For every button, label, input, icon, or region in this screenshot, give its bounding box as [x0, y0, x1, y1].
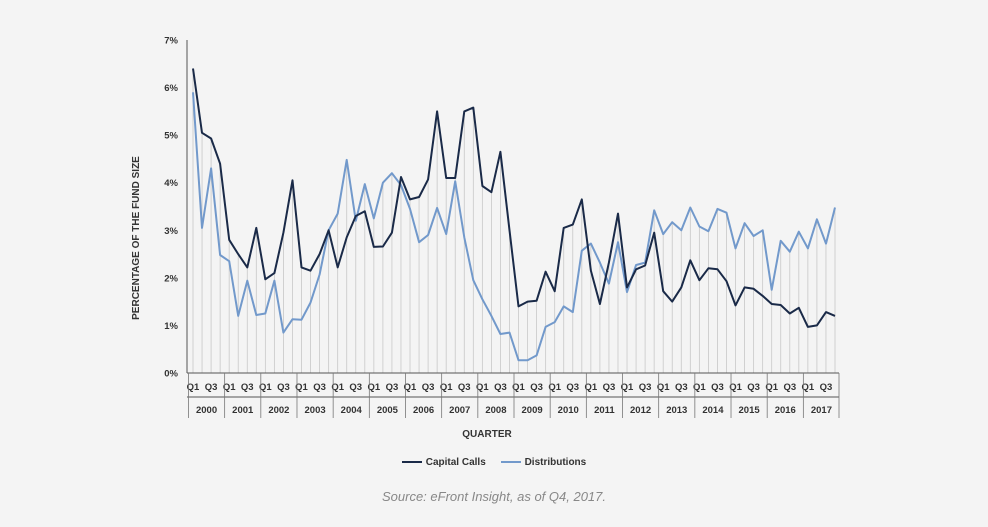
x-tick-label: Q1	[259, 382, 272, 393]
x-tick-label: Q1	[802, 382, 815, 393]
x-tick-label: Q3	[711, 382, 724, 393]
x-axis-title: QUARTER	[462, 429, 512, 440]
x-tick-label: Q1	[223, 382, 236, 393]
capital-calls-swatch	[401, 461, 422, 463]
x-tick-label: Q3	[747, 382, 760, 393]
x-tick-label: Q3	[205, 382, 218, 393]
x-year-label: 2009	[522, 405, 543, 416]
x-year-label: 2001	[232, 405, 254, 416]
x-tick-label: Q1	[765, 382, 778, 393]
x-tick-label: Q3	[313, 382, 326, 393]
x-tick-label: Q3	[386, 382, 399, 393]
y-tick-label: 3%	[164, 226, 178, 237]
x-tick-label: Q1	[585, 382, 598, 393]
y-tick-label: 5%	[164, 131, 178, 142]
legend-item-distributions: Distributions	[500, 456, 587, 468]
x-tick-label: Q1	[621, 382, 634, 393]
x-year-label: 2002	[268, 405, 289, 416]
x-tick-label: Q3	[675, 382, 688, 393]
x-axis: Q1 Q3 Q1 Q3 Q1 Q3 Q1 Q3 Q1 Q3 Q1 Q3 Q1 Q3 Q1 Q3 Q1 Q3 Q1 Q3…	[187, 372, 840, 418]
x-tick-label: Q3	[494, 382, 507, 393]
x-year-label: 2006	[413, 405, 434, 416]
x-tick-label: Q3	[603, 382, 616, 393]
x-tick-label: Q1	[404, 382, 417, 393]
y-tick-label: 2%	[164, 273, 178, 284]
x-year-label: 2000	[196, 405, 217, 416]
y-axis-title: PERCENTAGE OF THE FUND SIZE	[131, 156, 142, 320]
x-tick-label: Q3	[530, 382, 543, 393]
x-tick-label: Q3	[349, 382, 362, 393]
legend-label-capital-calls: Capital Calls	[425, 456, 486, 468]
x-tick-label: Q3	[458, 382, 471, 393]
x-year-label: 2007	[449, 405, 470, 416]
x-tick-label: Q3	[566, 382, 579, 393]
x-tick-label: Q1	[548, 382, 561, 393]
x-tick-label: Q1	[729, 382, 742, 393]
x-year-label: 2003	[305, 405, 326, 416]
x-tick-label: Q1	[187, 382, 200, 393]
y-tick-label: 1%	[164, 321, 178, 332]
legend-label-distributions: Distributions	[524, 456, 587, 468]
y-tick-label: 7%	[164, 36, 178, 47]
x-tick-label: Q1	[476, 382, 489, 393]
x-year-label: 2011	[594, 405, 615, 416]
x-year-label: 2008	[485, 405, 506, 416]
legend: Capital Calls Distributions	[0, 455, 988, 468]
y-axis-ticks: 0% 1% 2% 3% 4% 5% 6% 7%	[164, 36, 188, 380]
x-year-label: 2014	[702, 405, 724, 416]
x-tick-label: Q1	[512, 382, 525, 393]
distributions-swatch	[500, 461, 521, 463]
x-tick-label: Q1	[368, 382, 381, 393]
x-tick-label: Q1	[331, 382, 344, 393]
x-tick-label: Q3	[241, 382, 254, 393]
x-year-label: 2010	[558, 405, 579, 416]
x-tick-label: Q3	[820, 382, 833, 393]
x-year-label: 2013	[666, 405, 687, 416]
y-tick-label: 6%	[164, 83, 178, 94]
x-year-label: 2005	[377, 405, 399, 416]
y-tick-label: 4%	[164, 178, 178, 189]
series-line-distributions	[192, 92, 836, 362]
x-tick-label: Q3	[639, 382, 652, 393]
y-tick-label: 0%	[164, 369, 178, 380]
line-chart: 0%1%2%3%4%5%6%7% Q1 Q3 Q1 Q3 Q1 Q3 Q1 Q3 Q1 Q3 Q1 Q…	[131, 36, 840, 440]
x-year-label: 2004	[341, 405, 363, 416]
x-tick-label: Q1	[657, 382, 670, 393]
x-tick-label: Q1	[693, 382, 706, 393]
x-year-label: 2012	[630, 405, 651, 416]
vertical-drop-lines	[192, 68, 836, 373]
legend-item-capital-calls: Capital Calls	[401, 456, 486, 468]
x-year-label: 2017	[811, 405, 832, 416]
series-line-capital-calls	[192, 68, 836, 328]
x-tick-label: Q1	[440, 382, 453, 393]
x-tick-label: Q3	[783, 382, 796, 393]
x-year-label: 2016	[775, 405, 796, 416]
series-lines	[192, 68, 836, 362]
x-tick-label: Q3	[277, 382, 290, 393]
x-year-label: 2015	[739, 405, 761, 416]
x-tick-label: Q1	[295, 382, 308, 393]
x-tick-label: Q3	[422, 382, 435, 393]
source-note: Source: eFront Insight, as of Q4, 2017.	[381, 489, 606, 504]
